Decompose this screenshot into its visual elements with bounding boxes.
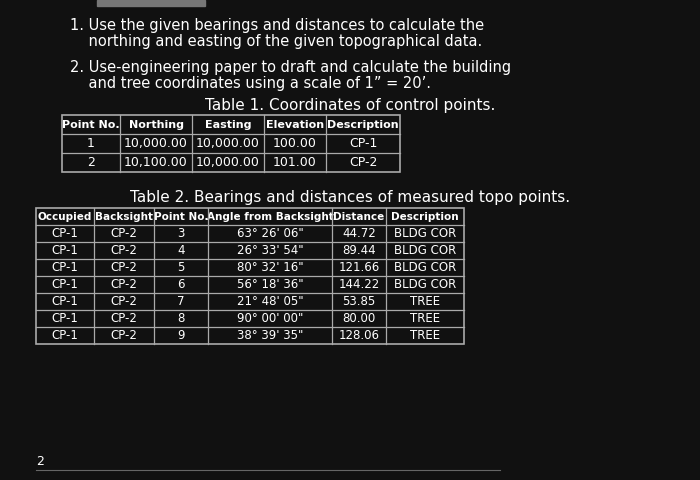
Text: 2: 2 xyxy=(36,455,44,468)
Text: Easting: Easting xyxy=(204,120,251,130)
Text: Description: Description xyxy=(391,212,458,221)
Text: 1. Use the given bearings and distances to calculate the: 1. Use the given bearings and distances … xyxy=(70,18,484,33)
Text: 10,000.00: 10,000.00 xyxy=(124,137,188,150)
Text: 9: 9 xyxy=(177,329,185,342)
Text: CP-1: CP-1 xyxy=(52,295,78,308)
Text: 90° 00' 00": 90° 00' 00" xyxy=(237,312,303,325)
Text: 8: 8 xyxy=(177,312,185,325)
Text: 63° 26' 06": 63° 26' 06" xyxy=(237,227,303,240)
Text: 6: 6 xyxy=(177,278,185,291)
Text: 144.22: 144.22 xyxy=(338,278,379,291)
Text: 80.00: 80.00 xyxy=(342,312,376,325)
Text: 80° 32' 16": 80° 32' 16" xyxy=(237,261,303,274)
Text: 10,000.00: 10,000.00 xyxy=(196,156,260,169)
Text: 128.06: 128.06 xyxy=(339,329,379,342)
Text: CP-1: CP-1 xyxy=(52,244,78,257)
Text: 26° 33' 54": 26° 33' 54" xyxy=(237,244,303,257)
Text: CP-2: CP-2 xyxy=(349,156,377,169)
Text: TREE: TREE xyxy=(410,329,440,342)
Text: Backsight: Backsight xyxy=(95,212,153,221)
Text: CP-2: CP-2 xyxy=(111,227,137,240)
Text: 2: 2 xyxy=(87,156,95,169)
Text: CP-2: CP-2 xyxy=(111,329,137,342)
Text: Angle from Backsight: Angle from Backsight xyxy=(206,212,333,221)
Text: Occupied: Occupied xyxy=(38,212,92,221)
Text: 101.00: 101.00 xyxy=(273,156,317,169)
Text: Table 2. Bearings and distances of measured topo points.: Table 2. Bearings and distances of measu… xyxy=(130,190,570,205)
Text: BLDG COR: BLDG COR xyxy=(394,244,456,257)
Text: 3: 3 xyxy=(177,227,185,240)
Text: TREE: TREE xyxy=(410,295,440,308)
Text: CP-2: CP-2 xyxy=(111,278,137,291)
Text: CP-1: CP-1 xyxy=(52,227,78,240)
Bar xyxy=(36,208,464,344)
Text: CP-1: CP-1 xyxy=(52,329,78,342)
Text: TREE: TREE xyxy=(410,312,440,325)
Bar xyxy=(97,0,205,6)
Text: CP-2: CP-2 xyxy=(111,261,137,274)
Text: CP-2: CP-2 xyxy=(111,244,137,257)
Bar xyxy=(62,115,400,172)
Text: Northing: Northing xyxy=(129,120,183,130)
Text: CP-2: CP-2 xyxy=(111,295,137,308)
Text: BLDG COR: BLDG COR xyxy=(394,227,456,240)
Text: 10,100.00: 10,100.00 xyxy=(124,156,188,169)
Text: 4: 4 xyxy=(177,244,185,257)
Text: 53.85: 53.85 xyxy=(342,295,376,308)
Text: 21° 48' 05": 21° 48' 05" xyxy=(237,295,303,308)
Text: 38° 39' 35": 38° 39' 35" xyxy=(237,329,303,342)
Text: 10,000.00: 10,000.00 xyxy=(196,137,260,150)
Text: CP-1: CP-1 xyxy=(349,137,377,150)
Text: Description: Description xyxy=(327,120,399,130)
Text: 1: 1 xyxy=(87,137,95,150)
Text: CP-1: CP-1 xyxy=(52,261,78,274)
Text: 44.72: 44.72 xyxy=(342,227,376,240)
Text: northing and easting of the given topographical data.: northing and easting of the given topogr… xyxy=(70,34,482,49)
Text: CP-1: CP-1 xyxy=(52,312,78,325)
Text: Point No.: Point No. xyxy=(62,120,120,130)
Text: 121.66: 121.66 xyxy=(338,261,379,274)
Text: 2. Use-engineering paper to draft and calculate the building: 2. Use-engineering paper to draft and ca… xyxy=(70,60,511,75)
Text: and tree coordinates using a scale of 1” = 20’.: and tree coordinates using a scale of 1”… xyxy=(70,76,431,91)
Text: BLDG COR: BLDG COR xyxy=(394,261,456,274)
Text: 7: 7 xyxy=(177,295,185,308)
Text: Table 1. Coordinates of control points.: Table 1. Coordinates of control points. xyxy=(205,98,495,113)
Text: CP-1: CP-1 xyxy=(52,278,78,291)
Text: 5: 5 xyxy=(177,261,185,274)
Text: 100.00: 100.00 xyxy=(273,137,317,150)
Text: Elevation: Elevation xyxy=(266,120,324,130)
Text: BLDG COR: BLDG COR xyxy=(394,278,456,291)
Text: 89.44: 89.44 xyxy=(342,244,376,257)
Text: Point No.: Point No. xyxy=(154,212,209,221)
Text: Distance: Distance xyxy=(333,212,384,221)
Text: 56° 18' 36": 56° 18' 36" xyxy=(237,278,303,291)
Text: CP-2: CP-2 xyxy=(111,312,137,325)
